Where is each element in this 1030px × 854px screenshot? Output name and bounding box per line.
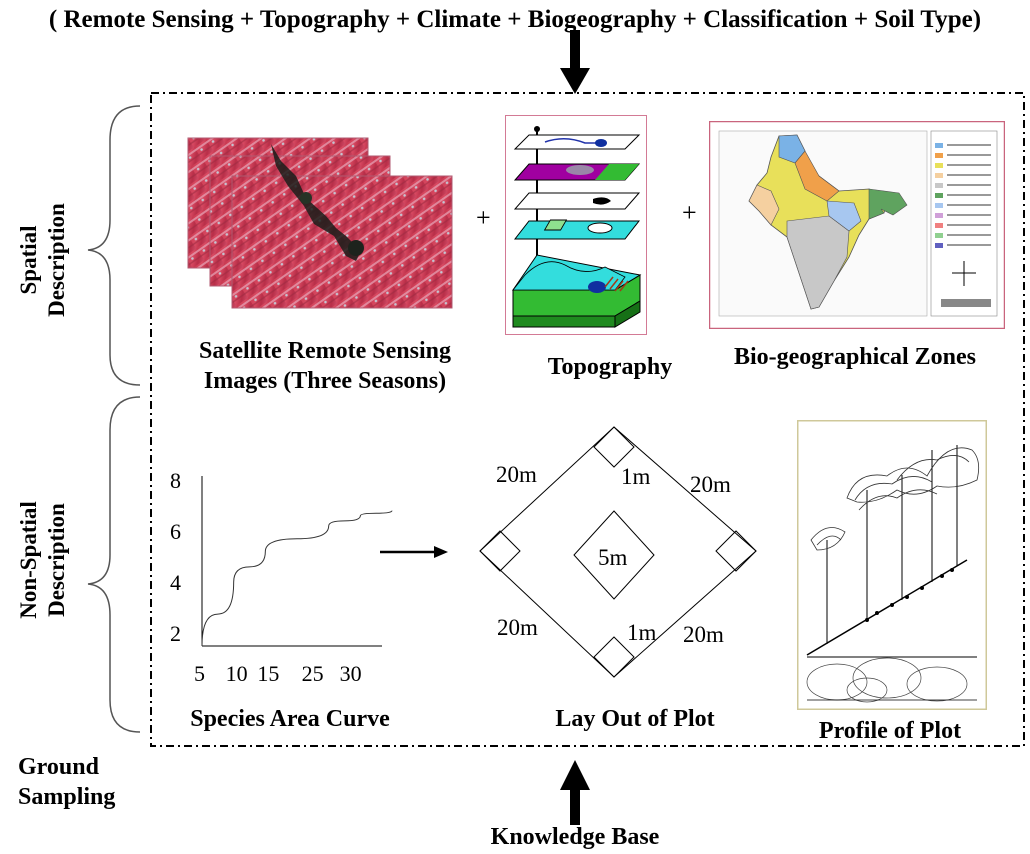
curve-to-layout-arrow bbox=[380, 546, 448, 558]
y-tick-label: 8 bbox=[170, 468, 181, 493]
nonspatial-brace bbox=[87, 396, 141, 733]
up-arrow bbox=[560, 760, 590, 825]
plus-sign-2: + bbox=[682, 198, 697, 227]
plot-profile-caption: Profile of Plot bbox=[818, 718, 962, 744]
satellite-images bbox=[187, 137, 453, 309]
plot-center-label: 5m bbox=[598, 545, 628, 570]
plot-side-top-right: 20m bbox=[690, 472, 731, 497]
dashed-frame bbox=[150, 92, 1025, 747]
plus-sign-1: + bbox=[476, 203, 491, 232]
plot-quadrat-top bbox=[593, 426, 635, 468]
plot-quadrat-bottom-label: 1m bbox=[627, 620, 657, 645]
plot-quadrat-right bbox=[715, 530, 757, 572]
spatial-description-label: Spatial Description bbox=[16, 203, 69, 317]
plot-layout-caption: Lay Out of Plot bbox=[555, 706, 715, 732]
satellite-caption: Satellite Remote Sensing Images (Three S… bbox=[199, 338, 451, 394]
plot-side-top-left: 20m bbox=[496, 462, 537, 487]
ground-sampling-label: Ground Sampling bbox=[18, 754, 116, 810]
plot-side-bottom-right: 20m bbox=[683, 622, 724, 647]
plot-profile-figure bbox=[797, 420, 987, 710]
plot-center-square bbox=[573, 510, 655, 600]
species-area-chart: 8 6 4 25 10 15 25 30 bbox=[170, 468, 393, 686]
x-tick-label: 30 bbox=[340, 661, 362, 686]
x-tick-label: 5 bbox=[194, 661, 205, 686]
x-tick-label: 25 bbox=[302, 661, 324, 686]
y-tick-label: 4 bbox=[170, 570, 181, 595]
species-curve-caption: Species Area Curve bbox=[190, 706, 390, 732]
knowledge-base-label: Knowledge Base bbox=[490, 824, 660, 850]
plot-quadrat-top-label: 1m bbox=[621, 464, 651, 489]
nonspatial-description-label: Non-Spatial Description bbox=[16, 501, 69, 619]
species-area-line bbox=[201, 510, 393, 647]
plot-side-bottom-left: 20m bbox=[497, 615, 538, 640]
plot-quadrat-bottom bbox=[593, 636, 635, 678]
x-tick-label: 10 bbox=[226, 661, 248, 686]
down-arrow bbox=[560, 30, 590, 94]
biogeo-caption: Bio-geographical Zones bbox=[733, 344, 976, 370]
y-tick-label: 2 bbox=[170, 621, 181, 646]
topography-figure bbox=[505, 115, 647, 335]
sources-heading: ( Remote Sensing + Topography + Climate … bbox=[48, 6, 982, 33]
plot-quadrat-left bbox=[479, 530, 521, 572]
biogeographic-map bbox=[709, 121, 1005, 329]
plot-layout-diagram bbox=[479, 426, 757, 678]
spatial-brace bbox=[87, 105, 141, 386]
topography-caption: Topography bbox=[547, 354, 673, 380]
x-tick-label: 15 bbox=[257, 661, 279, 686]
y-tick-label: 6 bbox=[170, 519, 181, 544]
